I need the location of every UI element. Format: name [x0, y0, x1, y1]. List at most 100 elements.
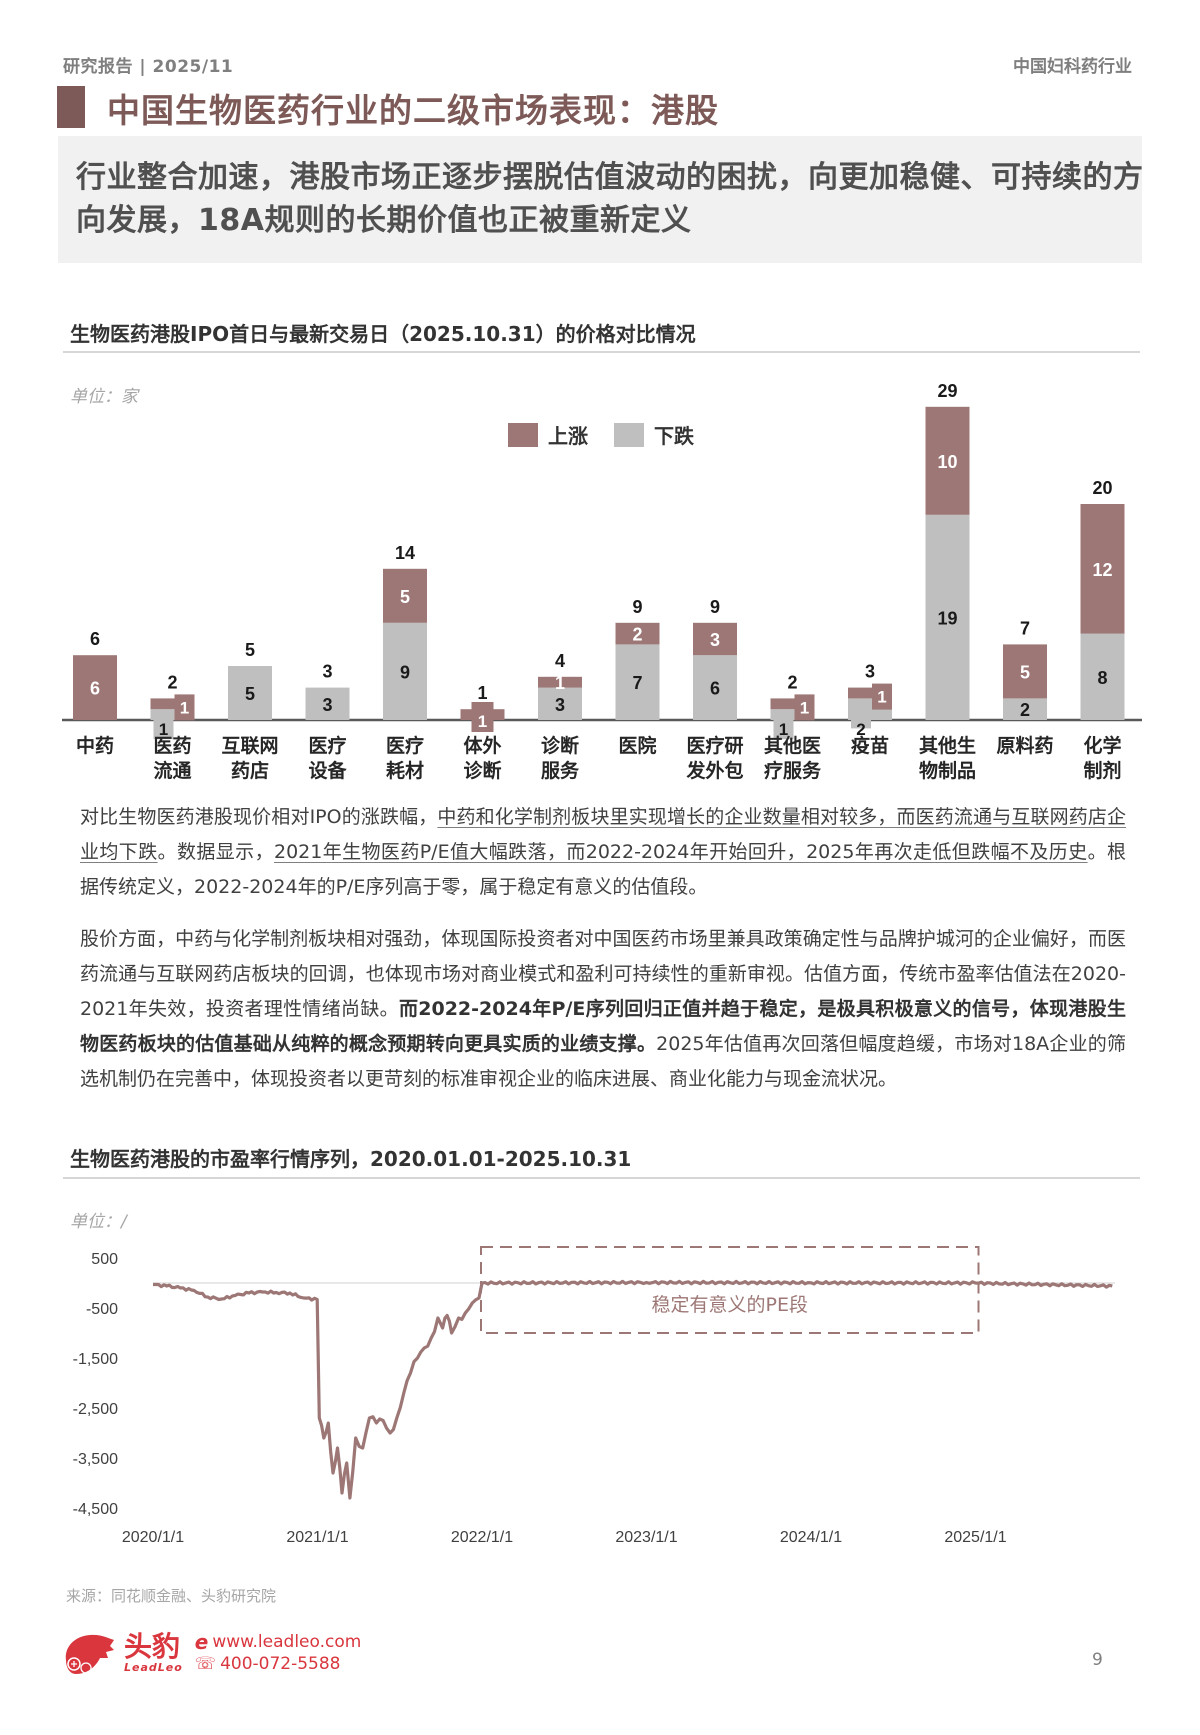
svg-text:7: 7 — [632, 673, 642, 693]
bar-total-label: 9 — [710, 597, 720, 617]
x-tick-label: 2021/1/1 — [286, 1529, 348, 1546]
bar-total-label: 20 — [1092, 478, 1112, 498]
category-label: 其他医 — [764, 734, 821, 757]
category-label: 医药 — [153, 734, 191, 757]
y-tick-label: -4,500 — [73, 1501, 118, 1518]
svg-text:5: 5 — [400, 587, 410, 607]
svg-text:12: 12 — [1092, 560, 1112, 580]
pe-series-line — [153, 1279, 1113, 1500]
svg-text:3: 3 — [710, 630, 720, 650]
category-label: 疗服务 — [764, 759, 822, 782]
stable-pe-annotation-box — [480, 1246, 980, 1334]
page-number: 9 — [1092, 1650, 1103, 1670]
category-label: 物制品 — [919, 759, 976, 782]
website-link[interactable]: www.leadleo.com — [212, 1632, 362, 1652]
legend-label-down: 下跌 — [654, 424, 694, 448]
x-tick-label: 2023/1/1 — [615, 1529, 677, 1546]
paragraph-segment: 股价方面，中药与化学制剂板块相对强劲，体现国际投资者对中国医药市场里兼具政策确定… — [80, 928, 1126, 1020]
category-label: 制剂 — [1083, 759, 1121, 782]
bar-total-label: 29 — [937, 381, 957, 401]
x-tick-label: 2025/1/1 — [944, 1529, 1006, 1546]
paragraph-segment: 而2022-2024年P/E序列回归正值并趋于稳定，是极具积极意义的信号，体现港… — [80, 998, 1126, 1055]
y-tick-label: -2,500 — [73, 1401, 118, 1418]
svg-text:2: 2 — [632, 625, 642, 645]
leopard-head-icon — [65, 1634, 114, 1674]
paragraph-segment: 2021年生物医药P/E值大幅跌落，而2022-2024年开始回升，2025年再… — [273, 841, 1088, 863]
bar-total-label: 3 — [865, 662, 875, 682]
svg-text:1: 1 — [159, 720, 168, 739]
phone-number: 400-072-5588 — [220, 1654, 341, 1674]
chart1-unit: 单位：家 — [70, 387, 138, 407]
svg-text:1: 1 — [478, 712, 487, 731]
legend-swatch-down — [614, 422, 644, 447]
svg-text:1: 1 — [180, 698, 189, 717]
category-label: 其他生 — [919, 734, 976, 757]
category-label: 医院 — [618, 734, 656, 757]
legend-item-down: 下跌 — [614, 420, 694, 449]
svg-text:19: 19 — [937, 608, 957, 628]
svg-text:6: 6 — [90, 679, 100, 699]
category-label: 流通 — [153, 759, 192, 782]
category-label: 服务 — [541, 759, 580, 782]
category-label: 中药 — [76, 734, 114, 757]
paragraph-segment: 。数据显示， — [157, 841, 274, 863]
headline: 行业整合加速，港股市场正逐步摆脱估值波动的困扰，向更加稳健、可持续的方向发展，1… — [76, 160, 1144, 238]
svg-text:1: 1 — [779, 720, 788, 739]
svg-text:2: 2 — [856, 720, 865, 739]
bar-total-label: 5 — [245, 640, 255, 660]
legend-swatch-up — [508, 422, 538, 447]
x-tick-label: 2020/1/1 — [122, 1529, 184, 1546]
bar-group: 5 5 互联网药店 — [221, 640, 278, 782]
stacked-bar-chart: 66中药112医药流通55互联网药店33医疗设备9514医疗耗材11体外诊断31… — [62, 381, 1142, 782]
bar-total-label: 9 — [632, 597, 642, 617]
y-tick-label: -500 — [86, 1301, 118, 1318]
category-label: 医疗 — [386, 734, 424, 757]
report-type-date: 研究报告 | 2025/11 — [63, 57, 234, 77]
x-tick-label: 2024/1/1 — [780, 1529, 842, 1546]
x-tick-label: 2022/1/1 — [451, 1529, 513, 1546]
bar-total-label: 6 — [90, 629, 100, 649]
page-title: 中国生物医药行业的二级市场表现：港股 — [107, 91, 719, 130]
category-label: 化学 — [1083, 734, 1121, 757]
category-label: 发外包 — [685, 759, 743, 782]
logo-text: 头豹 LeadLeo — [124, 1632, 183, 1674]
svg-text:8: 8 — [1097, 668, 1107, 688]
category-label: 药店 — [231, 759, 269, 782]
category-label: 设备 — [308, 759, 347, 782]
category-label: 医疗研 — [686, 734, 743, 757]
svg-text:9: 9 — [400, 662, 410, 682]
bar-total-label: 7 — [1020, 618, 1030, 638]
web-icon: e — [194, 1630, 209, 1654]
paragraph-segment: 对比生物医药港股现价相对IPO的涨跌幅， — [80, 806, 438, 828]
bar-group: 213 疫苗 — [848, 662, 892, 757]
category-label: 体外 — [463, 734, 501, 757]
bar-group: 6 6 中药 — [73, 629, 117, 757]
annotation-label: 稳定有意义的PE段 — [652, 1294, 808, 1316]
y-tick-label: -1,500 — [73, 1351, 118, 1368]
y-tick-label: -3,500 — [73, 1451, 118, 1468]
industry-label: 中国妇科药行业 — [1013, 57, 1132, 77]
chart2-title: 生物医药港股的市盈率行情序列，2020.01.01-2025.10.31 — [70, 1147, 632, 1171]
leadleo-logo: 头豹 LeadLeo e www.leadleo.com ☏ 400-072-5… — [60, 1630, 361, 1676]
bar-total-label: 2 — [167, 672, 177, 692]
category-label: 耗材 — [386, 759, 424, 782]
chart1-title: 生物医药港股IPO首日与最新交易日（2025.10.31）的价格对比情况 — [70, 322, 696, 346]
svg-text:10: 10 — [937, 452, 957, 472]
paragraph-segment: 2025年估值再次回落但幅度趋缓，市场对18A企业的筛选机制仍在完善中，体现投资… — [80, 1033, 1126, 1090]
chart1-title-rule — [63, 351, 1140, 353]
bar-total-label: 1 — [477, 683, 487, 703]
svg-text:1: 1 — [555, 673, 565, 693]
bar-total-label: 2 — [787, 672, 797, 692]
svg-text:6: 6 — [710, 679, 720, 699]
legend-item-up: 上涨 — [508, 420, 588, 449]
logo-en: LeadLeo — [124, 1660, 183, 1674]
category-label: 诊断 — [463, 759, 501, 782]
headline-box — [58, 136, 1142, 263]
